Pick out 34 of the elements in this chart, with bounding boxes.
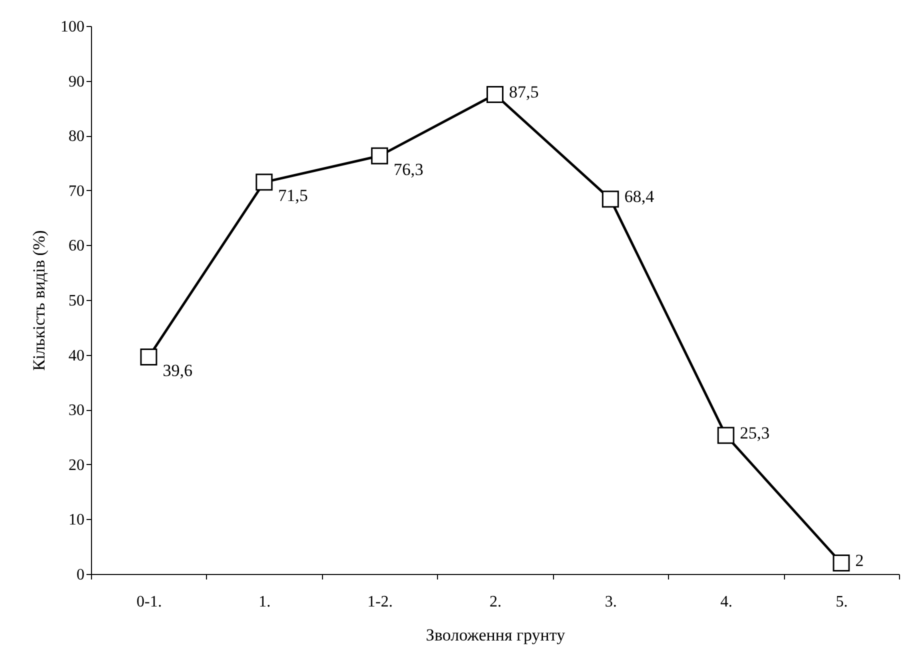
x-tick-label: 2. [490,594,502,610]
x-tick-label: 1-2. [367,594,393,610]
y-tick-label: 60 [68,238,84,255]
y-tick-label: 50 [68,292,84,310]
y-tick-label: 90 [68,73,84,90]
point [832,554,850,572]
x-tick-label: 4. [720,594,732,610]
data-label: 25,3 [740,423,770,442]
data-label: 87,5 [509,82,539,102]
y-tick-label: 70 [68,182,84,200]
x-tick-label: 3. [604,594,617,610]
data-label: 39,6 [162,360,192,380]
point [486,86,504,103]
point [371,147,388,164]
x-tick-label: 5. [836,594,848,610]
point [717,426,734,444]
y-tick-label: 40 [68,347,84,364]
point [140,348,158,366]
x-tick-label: 0-1. [136,594,162,610]
data-label: 2 [855,551,864,570]
y-axis-title: Кількість видів (%) [30,230,48,371]
x-axis-title: Зволоження грунту [426,626,566,644]
point [256,174,273,191]
data-label: 68,4 [624,187,655,206]
y-tick-label: 80 [68,128,84,146]
data-label: 76,3 [394,160,424,179]
y-tick-label: 0 [76,566,84,584]
x-tick-label: 1. [258,594,271,610]
y-tick-label: 100 [60,18,84,36]
y-tick-label: 10 [68,512,84,529]
y-tick-label: 30 [68,402,84,420]
data-label: 71,5 [278,186,308,206]
point [602,190,619,208]
y-tick-label: 20 [68,456,84,474]
